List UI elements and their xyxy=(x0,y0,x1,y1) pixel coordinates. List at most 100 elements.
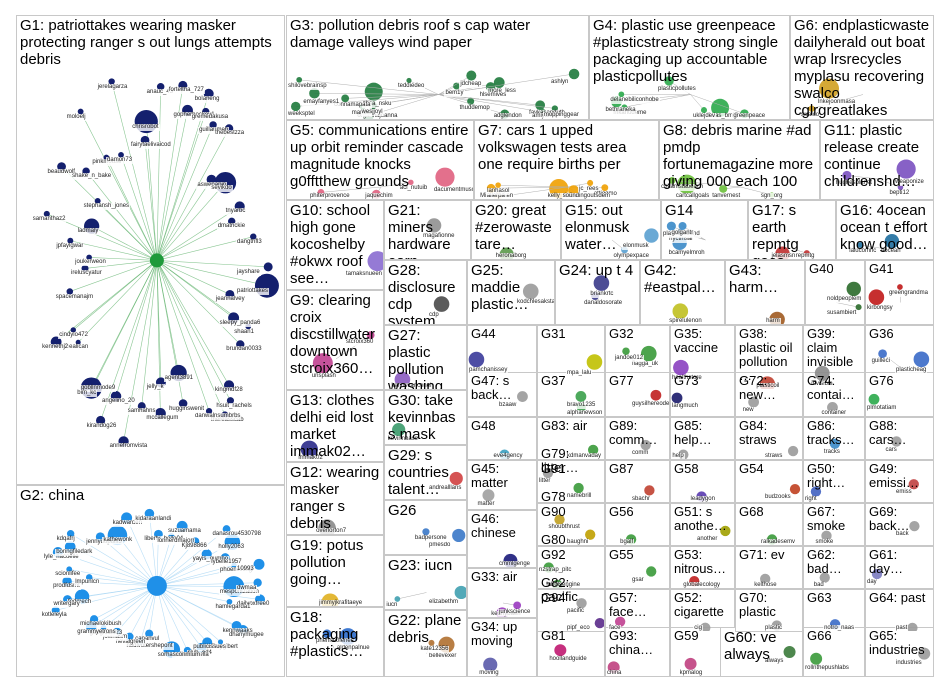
node xyxy=(622,347,630,355)
node-label: lmpunlcn xyxy=(74,579,101,587)
node xyxy=(684,657,697,670)
node-label: gsar xyxy=(631,576,645,584)
node-label: cig xyxy=(693,625,703,631)
group-label: G76 xyxy=(869,373,894,388)
group-label: G91 xyxy=(541,461,566,476)
node-label: weeksptel xyxy=(287,111,316,119)
node-label: nodlvotershepont xyxy=(125,643,174,651)
node-label: lonnerdmajorr xyxy=(156,538,196,545)
group-graph xyxy=(585,529,596,540)
node xyxy=(891,436,902,447)
node-label: holly2063 xyxy=(217,544,246,552)
group-label: G56 xyxy=(609,504,634,519)
edge xyxy=(111,81,158,261)
node xyxy=(720,525,731,537)
node-label: repmtg xyxy=(794,253,816,259)
node-label: tnyarbc xyxy=(224,208,247,216)
node xyxy=(842,170,852,180)
node-label: adglendon xyxy=(492,113,523,119)
node-label: bcamyelmroh xyxy=(667,250,706,258)
node xyxy=(884,233,900,249)
group-g88: G88: cars… cars xyxy=(865,417,934,460)
group-label: G63 xyxy=(807,590,832,605)
node-label: elonmusk xyxy=(622,242,650,250)
group-label: G64: past xyxy=(869,590,926,605)
group-label: G58 xyxy=(674,461,699,476)
edge xyxy=(380,182,411,188)
group-g66: G66 rollnthepushlabs xyxy=(803,627,865,677)
node xyxy=(85,574,93,581)
node-label: guysilhereode xyxy=(631,400,670,408)
group-graph xyxy=(554,644,567,657)
node xyxy=(909,520,920,532)
node-label: lyle_nacoelle xyxy=(42,554,80,562)
node-label: jdcheap xyxy=(459,80,483,88)
group-g85: G85: help… help xyxy=(670,417,735,460)
group-label: G93: china… xyxy=(609,628,654,657)
group-label: G12: wearing masker ranger s debris meta… xyxy=(290,464,380,534)
group-g67: G67: smoke smoke xyxy=(803,503,865,546)
edge xyxy=(156,528,227,587)
group-g32: G32 flagga_uk jandoe012 xyxy=(605,325,670,390)
group-label: G71: ev xyxy=(739,547,785,562)
group-label: G81 xyxy=(541,628,566,643)
group-g89: G89: comm… comm xyxy=(605,417,670,460)
group-label: G15: out elonmusk water… xyxy=(565,202,630,253)
node xyxy=(406,77,412,84)
group-label: G36 xyxy=(869,326,894,341)
node-label: bem1y xyxy=(444,89,465,97)
node-label: cindylo472 xyxy=(58,331,89,339)
group-graph xyxy=(587,444,599,456)
node xyxy=(554,514,565,525)
group-label: G74: contai… xyxy=(807,373,855,402)
node xyxy=(908,479,919,490)
group-g53: G53: nitrous… globalecology xyxy=(670,546,735,589)
group-label: G43: harm… xyxy=(729,262,779,296)
group-g74: G74: contai… container xyxy=(803,372,865,417)
group-g43: G43: harm… harm xyxy=(725,260,805,325)
edge xyxy=(156,260,210,412)
group-g84: G84: straws straws xyxy=(735,417,803,460)
node-label: kdqafrj xyxy=(55,535,76,543)
edge xyxy=(156,260,268,286)
node xyxy=(394,596,401,602)
edge xyxy=(877,178,901,188)
group-graph xyxy=(878,349,930,368)
group-g71: G71: ev kelthose xyxy=(735,546,803,589)
group-graph xyxy=(821,530,832,541)
node xyxy=(846,281,861,297)
node xyxy=(700,107,708,114)
group-label: G68 xyxy=(739,504,764,519)
edge xyxy=(149,513,158,586)
node-label: shaan1 xyxy=(233,328,255,336)
node xyxy=(433,296,450,312)
edge xyxy=(156,585,188,651)
group-graph xyxy=(672,303,689,320)
node-label: kevinnbass xyxy=(386,436,419,444)
group-g64: G64: past past xyxy=(865,589,934,632)
edge xyxy=(345,94,439,99)
node-label: tanvernest xyxy=(711,192,742,199)
edge xyxy=(438,75,472,95)
node-label: emiss xyxy=(895,489,913,497)
node-label: labulsengine xyxy=(545,582,582,588)
node xyxy=(672,303,689,320)
node-label: kpmalog xyxy=(678,669,704,676)
node xyxy=(821,530,832,541)
node xyxy=(808,105,815,112)
edge xyxy=(100,260,158,421)
node xyxy=(466,70,477,81)
node-label: jpfaylgwar xyxy=(55,242,85,250)
edge xyxy=(156,585,202,648)
group-graph xyxy=(644,485,655,496)
group-graph xyxy=(908,479,919,490)
node-label: pipf_eco xyxy=(566,625,591,631)
group-graph xyxy=(671,392,683,404)
node xyxy=(263,262,273,272)
group-label: G55 xyxy=(609,547,634,562)
node-label: harm xyxy=(765,318,781,324)
node-label: teddiedeo xyxy=(396,83,426,91)
edge xyxy=(116,585,158,632)
node-label: anauc_43 xyxy=(145,88,175,96)
